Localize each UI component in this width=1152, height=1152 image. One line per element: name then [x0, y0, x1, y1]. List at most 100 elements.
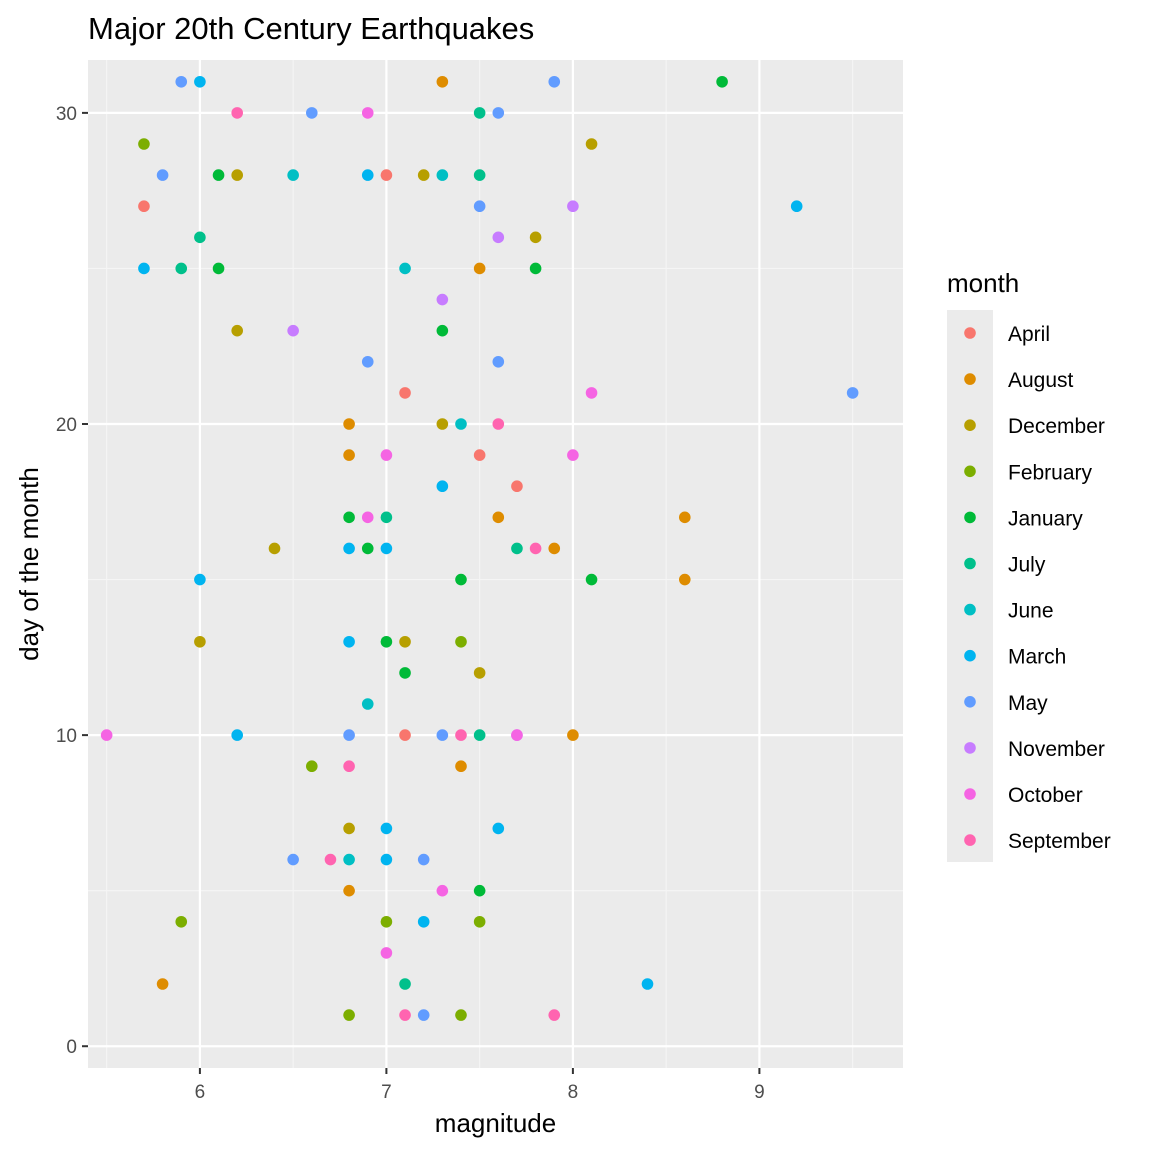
data-points	[100, 75, 859, 1021]
data-point-march	[231, 729, 243, 741]
legend-label: October	[1008, 784, 1083, 807]
data-point-march	[194, 573, 206, 586]
x-tick-label: 6	[195, 1082, 206, 1103]
legend-key-october	[964, 788, 976, 800]
data-point-february	[473, 915, 486, 928]
legend-key-may	[964, 696, 976, 708]
data-point-october	[380, 449, 393, 461]
legend-label: March	[1008, 646, 1066, 669]
data-point-february	[455, 1009, 467, 1021]
data-point-september	[492, 418, 505, 430]
data-point-september	[343, 760, 355, 773]
data-point-november	[287, 324, 299, 337]
legend-label: July	[1008, 554, 1046, 577]
data-point-february	[455, 635, 467, 648]
data-point-january	[585, 573, 598, 586]
data-point-august	[343, 418, 355, 430]
legend-items: April August December February January July Ju…	[964, 323, 1111, 853]
legend-key-june	[964, 603, 976, 616]
data-point-april	[399, 387, 411, 399]
data-point-march	[343, 635, 355, 648]
data-point-december	[399, 635, 411, 648]
data-point-may	[492, 107, 505, 119]
legend-key-background	[947, 310, 993, 862]
x-axis: 6 7 8 9	[195, 1068, 765, 1103]
minor-grid	[88, 60, 903, 1068]
legend-label: June	[1008, 600, 1054, 623]
data-point-january	[212, 262, 225, 275]
legend-title: month	[947, 268, 1019, 298]
data-point-may	[417, 853, 430, 866]
data-point-may	[417, 1009, 430, 1021]
data-point-january	[361, 542, 374, 555]
y-tick-label: 20	[56, 415, 77, 436]
data-point-october	[361, 511, 374, 524]
data-point-september	[324, 853, 337, 866]
data-point-december	[585, 138, 598, 150]
data-point-october	[567, 449, 579, 461]
data-point-april	[511, 480, 523, 493]
data-point-july	[194, 231, 206, 244]
data-point-august	[455, 760, 467, 773]
data-point-april	[138, 200, 150, 213]
data-point-august	[436, 75, 449, 88]
legend-label: May	[1008, 692, 1048, 715]
data-point-january	[343, 511, 355, 524]
data-point-august	[156, 978, 169, 990]
data-point-december	[417, 169, 430, 181]
data-point-july	[380, 511, 393, 524]
data-point-july	[175, 262, 188, 275]
data-point-april	[399, 729, 411, 741]
data-point-june	[287, 169, 299, 181]
legend-label: August	[1008, 369, 1074, 392]
data-point-february	[138, 138, 150, 150]
data-point-june	[436, 169, 449, 181]
y-axis-title: day of the month	[14, 467, 44, 661]
legend-key-february	[964, 465, 976, 478]
y-axis: 0 10 20 30	[56, 104, 88, 1058]
data-point-october	[436, 884, 449, 897]
data-point-may	[492, 355, 505, 368]
data-point-june	[343, 853, 355, 866]
data-point-may	[287, 853, 299, 866]
data-point-august	[678, 573, 691, 586]
data-point-august	[473, 262, 486, 275]
data-point-october	[361, 107, 374, 119]
x-axis-title: magnitude	[435, 1108, 556, 1138]
data-point-march	[380, 853, 393, 866]
data-point-august	[343, 449, 355, 461]
data-point-january	[473, 884, 486, 897]
legend-key-november	[964, 742, 976, 754]
data-point-february	[343, 1009, 355, 1021]
data-point-december	[231, 324, 243, 337]
data-point-march	[138, 262, 150, 275]
data-point-december	[194, 635, 206, 648]
legend-label: April	[1008, 323, 1050, 346]
legend-key-december	[964, 419, 976, 432]
data-point-january	[716, 75, 728, 88]
data-point-may	[548, 75, 561, 88]
data-point-january	[436, 324, 449, 337]
data-point-july	[473, 729, 486, 741]
data-point-march	[641, 978, 654, 990]
data-point-march	[790, 200, 803, 213]
data-point-november	[492, 231, 505, 244]
data-point-january	[529, 262, 542, 275]
data-point-june	[361, 698, 374, 710]
data-point-september	[455, 729, 467, 741]
data-point-march	[492, 822, 505, 835]
data-point-may	[175, 75, 188, 88]
y-tick-label: 0	[66, 1037, 77, 1058]
legend-key-september	[964, 834, 976, 846]
x-tick-label: 8	[568, 1082, 579, 1103]
data-point-may	[473, 200, 486, 213]
data-point-september	[399, 1009, 411, 1021]
data-point-december	[231, 169, 243, 181]
data-point-september	[548, 1009, 561, 1021]
data-point-march	[343, 542, 355, 555]
data-point-august	[548, 542, 561, 555]
x-tick-label: 7	[381, 1082, 392, 1103]
data-point-february	[380, 915, 393, 928]
data-point-december	[343, 822, 355, 835]
